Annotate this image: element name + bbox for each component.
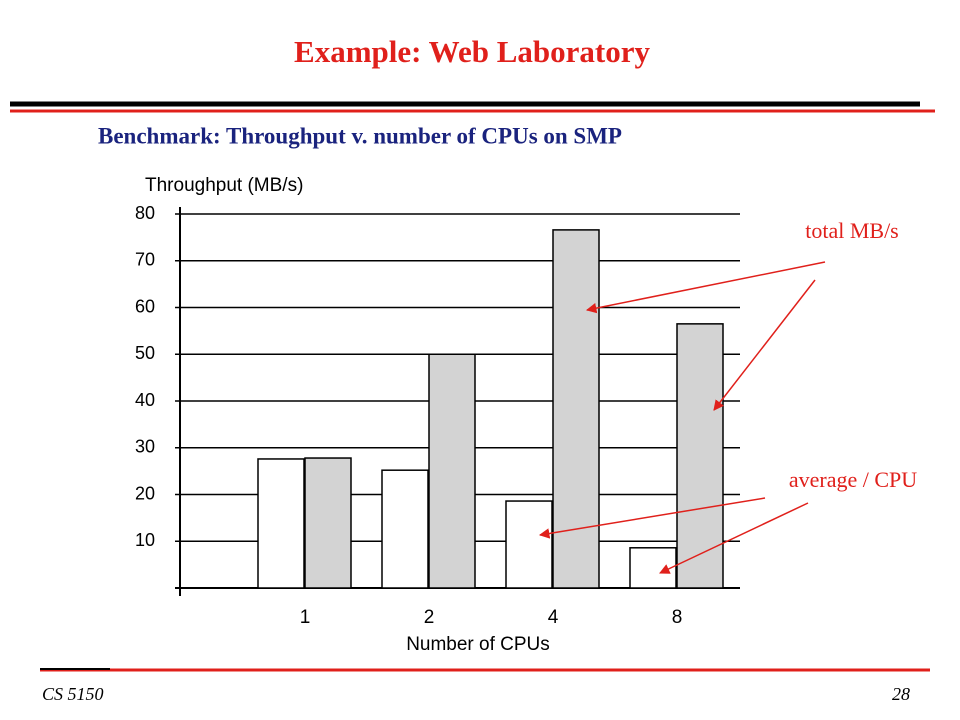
x-axis-title: Number of CPUs: [406, 634, 550, 655]
annotation-arrow: [713, 279, 816, 411]
y-tick-label: 60: [135, 296, 155, 316]
x-tick-label: 2: [424, 607, 435, 628]
annotation-arrow: [585, 261, 826, 314]
annotation-arrow: [538, 497, 766, 539]
bar: [428, 353, 476, 589]
x-tick-label: 1: [300, 607, 311, 628]
chart: Throughput (MB/s) Number of CPUs 10 20 30 4…: [135, 175, 740, 655]
legend-label: average / CPU: [789, 467, 917, 492]
bar: [304, 457, 352, 589]
annotation-arrow: [659, 502, 809, 574]
y-tick-label: 80: [135, 203, 155, 223]
y-tick-label: 40: [135, 390, 155, 410]
y-tick-label: 20: [135, 483, 155, 503]
y-tick-label: 50: [135, 343, 155, 363]
bar: [381, 469, 429, 589]
y-tick-label: 30: [135, 437, 155, 457]
slide-subtitle: Benchmark: Throughput v. number of CPUs …: [98, 123, 622, 148]
x-tick-label: 8: [672, 607, 683, 628]
legend-label: total MB/s: [805, 218, 899, 243]
y-axis-title: Throughput (MB/s): [145, 175, 303, 196]
bar: [505, 500, 553, 589]
slide-title: Example: Web Laboratory: [294, 34, 650, 69]
y-tick-label: 10: [135, 530, 155, 550]
footer-text: CS 5150: [42, 684, 104, 704]
page-number: 28: [892, 684, 910, 704]
x-tick-label: 4: [548, 607, 559, 628]
bar: [676, 323, 724, 589]
bar: [257, 458, 305, 589]
bar: [552, 229, 600, 589]
y-tick-label: 70: [135, 250, 155, 270]
